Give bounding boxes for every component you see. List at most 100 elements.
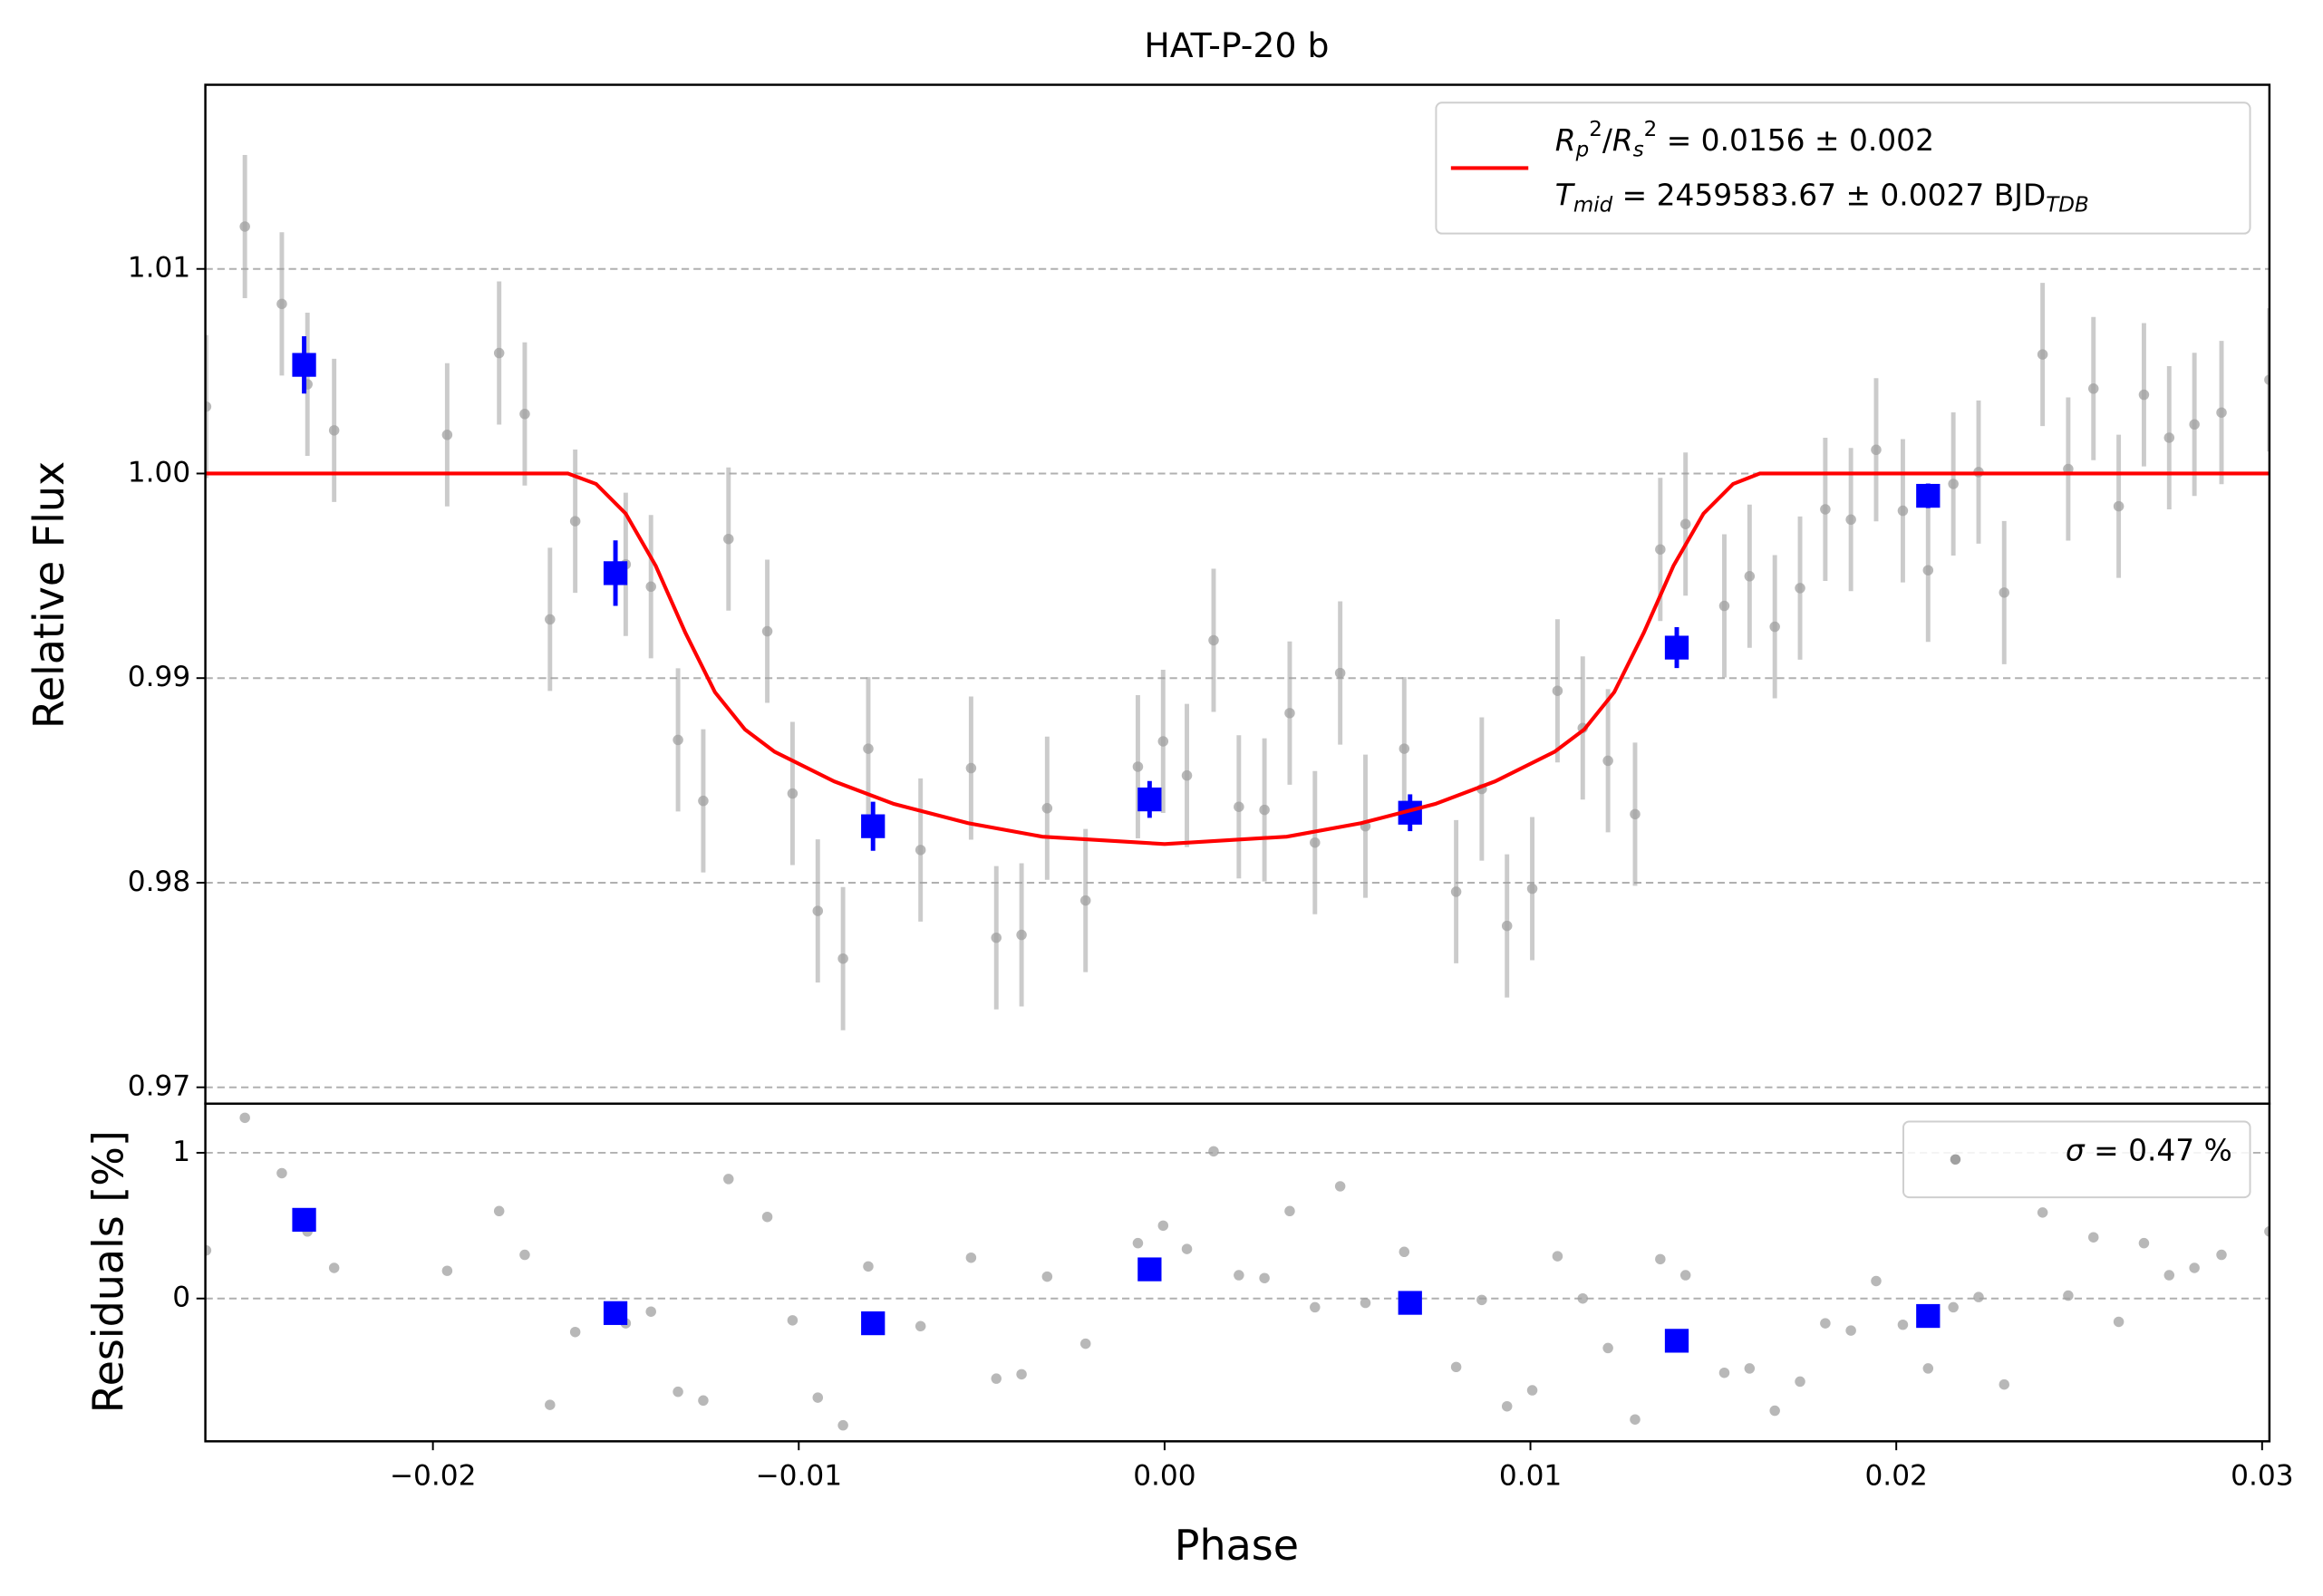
data-point (1157, 736, 1169, 747)
data-point (723, 1174, 734, 1185)
data-point (863, 1261, 874, 1272)
data-point (1079, 1338, 1091, 1349)
y-tick-label: 0.97 (128, 1070, 190, 1103)
data-point (787, 788, 799, 799)
data-point (1181, 1243, 1193, 1254)
data-point (645, 1306, 656, 1317)
data-point (1476, 1294, 1487, 1306)
data-point (915, 845, 926, 856)
y-tick-label: 0.98 (128, 866, 190, 898)
data-point (2264, 374, 2270, 385)
data-point (1157, 1220, 1169, 1232)
binned-point (1916, 1303, 1941, 1329)
binned-point (603, 561, 628, 585)
data-point (2063, 463, 2074, 475)
data-point (2037, 349, 2048, 360)
data-point (205, 1244, 212, 1256)
data-point (1922, 1363, 1934, 1374)
x-axis-label: Phase (1175, 1521, 1299, 1570)
data-point (1897, 505, 1909, 517)
data-point (2087, 1232, 2099, 1243)
data-point (2163, 1270, 2175, 1281)
data-point (2063, 1290, 2074, 1301)
data-point (723, 533, 734, 545)
x-tick-label: −0.01 (756, 1460, 843, 1493)
data-point (698, 795, 709, 807)
data-point (837, 953, 848, 964)
x-tick-label: 0.02 (1864, 1460, 1927, 1493)
data-point (1132, 761, 1144, 772)
data-point (1399, 743, 1410, 754)
data-point (1769, 1405, 1780, 1417)
data-point (1973, 1291, 1984, 1302)
legend-swatch (1950, 1154, 1961, 1166)
data-point (787, 1315, 799, 1326)
data-point (837, 1419, 848, 1431)
data-point (545, 1399, 556, 1410)
data-point (1181, 769, 1193, 781)
data-point (2138, 389, 2150, 401)
data-point (965, 762, 977, 774)
data-point (965, 1252, 977, 1263)
data-point (1948, 1301, 1959, 1313)
data-point (1041, 1271, 1053, 1282)
data-point (276, 1167, 287, 1179)
data-point (1259, 1272, 1270, 1283)
data-point (761, 625, 773, 637)
data-point (1820, 1318, 1831, 1329)
data-point (519, 409, 530, 420)
data-point (1795, 1376, 1805, 1388)
data-point (441, 1265, 453, 1276)
data-point (1450, 886, 1462, 897)
data-point (915, 1320, 926, 1332)
data-point (2113, 500, 2125, 512)
legend-label: σ = 0.47 % (2066, 1133, 2232, 1167)
data-point (1208, 1146, 1219, 1157)
data-point (1310, 1301, 1321, 1313)
data-point (328, 425, 340, 436)
data-point (1679, 1270, 1691, 1281)
data-point (1079, 895, 1091, 906)
binned-point (1137, 1257, 1162, 1282)
data-point (991, 1373, 1002, 1384)
data-point (812, 905, 824, 916)
data-point (441, 430, 453, 440)
x-tick-label: 0.00 (1133, 1460, 1195, 1493)
data-point (1234, 801, 1244, 812)
y-tick-label: 0 (172, 1282, 190, 1314)
plot-area (205, 154, 2270, 1030)
y-tick-label: 0.99 (128, 661, 190, 693)
y-axis-label: Relative Flux (24, 461, 73, 729)
data-point (1526, 1385, 1538, 1396)
data-point (1399, 1246, 1410, 1258)
data-point (276, 298, 287, 310)
data-point (239, 1112, 250, 1124)
legend-box (1435, 102, 2251, 235)
data-point (2113, 1316, 2125, 1328)
binned-point (861, 1311, 886, 1336)
data-point (519, 1249, 530, 1261)
data-point (1655, 1253, 1666, 1265)
data-point (2216, 1249, 2227, 1261)
data-point (569, 516, 581, 527)
data-point (2138, 1237, 2150, 1249)
data-point (1744, 571, 1756, 582)
data-point (2087, 383, 2099, 394)
x-tick-label: −0.02 (390, 1460, 477, 1493)
data-point (1630, 1414, 1641, 1425)
data-point (1334, 1181, 1346, 1192)
data-point (1602, 755, 1613, 767)
data-point (1744, 1363, 1756, 1374)
data-point (1334, 667, 1346, 679)
data-point (1552, 685, 1563, 696)
data-point (1259, 804, 1270, 816)
legend-label: Rp2/Rs2 = 0.0156 ± 0.002 (1555, 117, 1934, 161)
model-line (206, 471, 2270, 846)
binned-point (1664, 635, 1689, 660)
data-point (1948, 479, 1959, 489)
data-point (1310, 837, 1321, 848)
data-point (2189, 419, 2200, 430)
data-point (569, 1326, 581, 1338)
data-point (1602, 1342, 1613, 1354)
